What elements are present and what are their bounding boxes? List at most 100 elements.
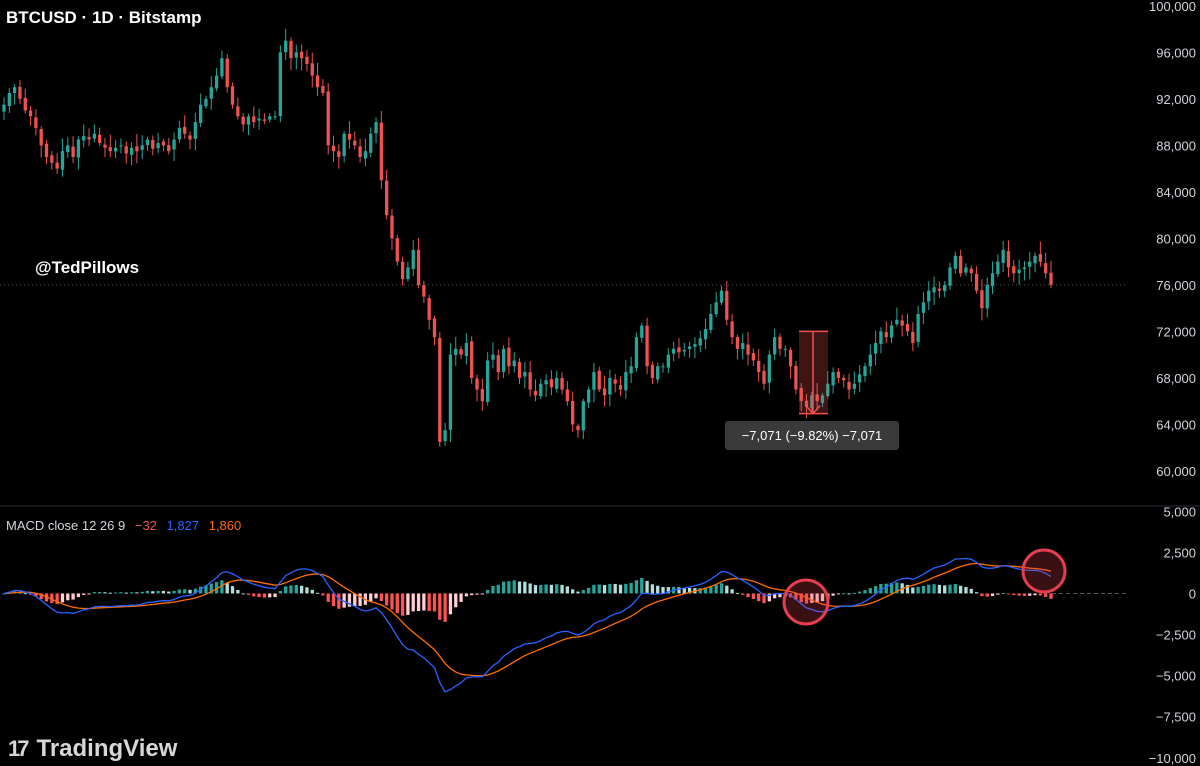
candle-up [996,261,1000,275]
candle-down [911,331,915,344]
candle-up [868,354,872,367]
candle-up [672,348,676,354]
author-watermark: @TedPillows [35,258,140,277]
price-axis-tick: 68,000 [1156,371,1196,386]
candle-down [1006,251,1011,268]
tradingview-logo[interactable]: 17 TradingView [8,734,177,764]
candle-up [1022,267,1027,269]
macd-histogram-bar [996,593,1000,595]
candle-up [895,319,899,325]
macd-histogram-bar [347,593,352,607]
candle-up [363,151,368,159]
candle-down [480,389,484,402]
macd-histogram-bar [990,593,995,597]
macd-histogram-bar [810,593,814,603]
candle-up [145,139,150,146]
macd-histogram-bar [1012,593,1016,596]
macd-histogram-bar [129,592,134,594]
candle-up [698,338,702,346]
macd-histogram-bar [943,585,947,594]
candle-up [661,366,665,368]
macd-histogram-bar [443,593,447,622]
macd-histogram-bar [209,583,213,594]
candle-down [315,75,320,88]
macd-histogram-bar [757,593,761,602]
macd-histogram-bar [108,592,112,594]
candle-up [714,302,718,315]
macd-histogram-bar [262,593,267,598]
macd-histogram-bar [879,584,883,594]
macd-histogram-bar [491,585,495,594]
candle-up [204,98,208,107]
candle-down [331,145,336,152]
macd-histogram-bar [735,592,740,594]
candle-up [820,395,825,403]
macd-histogram-bar [299,585,304,594]
symbol-title: BTCUSD · 1D · Bitstamp [6,8,202,27]
macd-histogram-bar [257,593,261,598]
candle-up [443,430,447,442]
macd-histogram-bar [666,587,670,594]
candle-down [358,146,362,157]
macd-histogram-bar [177,589,182,594]
candle-up [852,383,857,389]
macd-histogram-bar [539,584,543,594]
macd-histogram-bar [921,585,926,594]
candle-up [268,116,272,120]
candle-up [220,58,224,77]
macd-histogram-bar [799,593,803,603]
candle-up [448,354,453,430]
macd-histogram-bar [496,584,500,594]
tradingview-logo-text: TradingView [36,735,178,762]
price-axis-tick: 76,000 [1156,278,1196,293]
candle-up [581,401,585,431]
macd-histogram-bar [135,592,139,594]
macd-histogram-bar [555,584,559,594]
candle-down [71,146,75,157]
macd-histogram-bar [454,593,458,608]
macd-histogram-bar [831,593,835,596]
candle-up [682,350,686,352]
candle-down [1049,272,1053,285]
macd-histogram-bar [145,590,150,594]
macd-histogram-bar [847,593,851,595]
candle-down [528,372,532,390]
macd-histogram-bar [964,586,968,594]
price-axis-tick: 92,000 [1156,92,1196,107]
macd-histogram-bar [544,584,548,594]
candle-down [289,40,293,59]
candle-up [687,346,692,350]
macd-histogram-bar [342,593,346,608]
macd-histogram-bar [310,589,314,594]
candle-up [501,348,506,372]
candle-down [507,347,511,367]
macd-histogram-bar [66,593,70,601]
candle-down [613,379,617,384]
candle-up [491,354,495,360]
candle-down [390,215,394,239]
macd-axis-tick: −7,500 [1156,710,1196,725]
macd-histogram-bar [294,585,298,594]
candle-down [597,370,601,390]
candle-up [198,104,203,124]
candle-down [55,162,59,169]
macd-histogram-bar [772,593,777,599]
macd-histogram-bar [714,584,718,594]
tradingview-mark-icon: 17 [8,736,30,761]
candle-down [980,290,984,309]
price-axis-tick: 80,000 [1156,231,1196,246]
candle-up [927,290,931,302]
candle-up [374,122,378,134]
candle-up [544,380,548,385]
macd-histogram-bar [565,586,570,594]
candle-up [640,325,644,338]
macd-histogram-bar [767,593,771,602]
macd-histogram-bar [624,583,628,594]
macd-histogram-bar [613,583,617,594]
candle-up [703,329,708,340]
candle-up [273,116,277,118]
candle-down [18,86,22,99]
macd-legend-macd: 1,827 [166,518,200,533]
candle-up [406,267,410,280]
